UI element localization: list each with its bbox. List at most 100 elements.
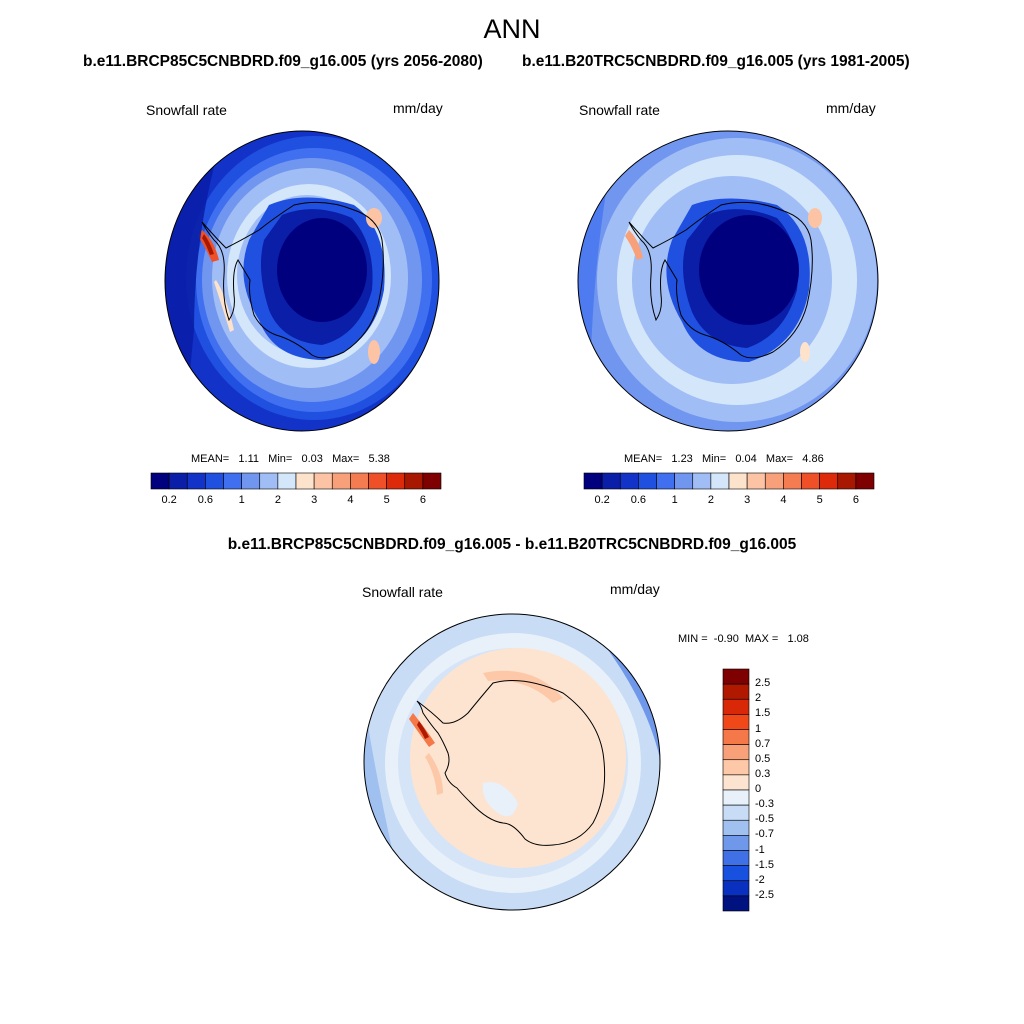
panel-2-mean-label: MEAN=	[624, 453, 663, 465]
panel-2-stats: MEAN= 1.23 Min= 0.04 Max= 4.86	[624, 453, 824, 465]
panel-1-stats: MEAN= 1.11 Min= 0.03 Max= 5.38	[191, 453, 390, 465]
panel-2-colorbar-tick-label: 5	[816, 494, 823, 506]
difference-colorbar-swatch	[722, 744, 750, 761]
panel-1-colorbar-tick-label: 3	[311, 494, 318, 506]
difference-colorbar-label: -1	[755, 843, 765, 856]
panel-2-colorbar-tick-label: 0.6	[630, 494, 647, 506]
panel-2-colorbar-tick-label: 1	[671, 494, 678, 506]
panel-1-colorbar-swatch	[350, 472, 369, 490]
panel-2-colorbar-swatch	[638, 472, 657, 490]
figure-title: ANN	[483, 14, 541, 44]
panel-1-polar-map	[164, 130, 440, 432]
panel-1-colorbar-tick-label: 4	[347, 494, 354, 506]
panel-2-variable: Snowfall rate	[579, 102, 660, 118]
panel-2-colorbar-swatch	[692, 472, 712, 490]
difference-colorbar-label: -1.5	[755, 858, 774, 871]
panel-1-min-label: Min=	[268, 453, 293, 465]
difference-colorbar-swatch	[722, 789, 750, 806]
panel-1-colorbar-swatch	[295, 472, 315, 490]
difference-colorbar-label: -2	[755, 873, 765, 886]
panel-1-colorbar-swatch	[223, 472, 242, 490]
panel-1-colorbar-swatch	[277, 472, 297, 490]
difference-title: b.e11.BRCP85C5CNBDRD.f09_g16.005 - b.e11…	[227, 536, 797, 553]
panel-1-mean-value: 1.11	[238, 453, 259, 465]
difference-colorbar-label: 2.5	[755, 677, 771, 690]
panel-2-colorbar-swatch	[601, 472, 621, 490]
difference-colorbar-swatch	[722, 880, 750, 897]
panel-2-colorbar-swatch	[746, 472, 766, 490]
difference-max-label: MAX =	[744, 633, 779, 645]
difference-colorbar-label: 0	[755, 783, 762, 795]
difference-colorbar-swatch	[722, 865, 750, 882]
panel-1-colorbar-swatch	[205, 472, 224, 490]
panel-2-colorbar-swatch	[710, 472, 730, 490]
panel-2-colorbar-tick-label: 3	[744, 494, 751, 506]
panel-1-colorbar-swatch	[422, 472, 442, 490]
panel-1-colorbar-swatch	[150, 472, 170, 490]
panel-2-units: mm/day	[826, 100, 876, 116]
difference-colorbar-swatch	[722, 850, 750, 866]
panel-1-colorbar-swatch	[259, 472, 279, 490]
panel-1-colorbar-swatch	[368, 472, 387, 490]
panel-1-max-label: Max=	[332, 453, 360, 465]
panel-2-colorbar-swatch	[801, 472, 820, 490]
panel-1-colorbar-tick-label: 0.6	[197, 494, 214, 506]
panel-1-case-title: b.e11.BRCP85C5CNBDRD.f09_g16.005 (yrs 20…	[83, 53, 483, 70]
difference-colorbar-label: 0.5	[755, 752, 771, 765]
panel-1-colorbar-tick-label: 6	[419, 494, 426, 506]
difference-colorbar-label: 1.5	[755, 707, 771, 720]
difference-colorbar-label: -0.5	[755, 813, 774, 826]
panel-1-colorbar-swatch	[313, 472, 333, 490]
panel-2-colorbar-tick-label: 6	[852, 494, 859, 506]
difference-colorbar-label: -0.3	[755, 798, 774, 811]
panel-2-colorbar	[583, 472, 875, 490]
difference-units: mm/day	[610, 581, 660, 597]
panel-2-colorbar-swatch	[819, 472, 839, 490]
panel-1-colorbar-tick-label: 5	[383, 494, 390, 506]
panel-1-colorbar-tick-label: 1	[238, 494, 245, 506]
difference-colorbar-swatch	[722, 774, 750, 791]
difference-colorbar-label: 0.3	[755, 767, 771, 780]
panel-1-colorbar-tick-label: 0.2	[161, 494, 177, 506]
difference-colorbar-swatch	[722, 698, 750, 715]
panel-2-colorbar-swatch	[674, 472, 694, 490]
difference-colorbar-labels: 2.5 2 1.5 1 0.7 0.5 0.3 0 -0.3 -0.5 -0.7 -1 -1.5 -2 -2…	[755, 669, 795, 911]
difference-colorbar-swatch	[722, 714, 750, 730]
difference-max-value: 1.08	[787, 633, 809, 645]
panel-2-min-value: 0.04	[735, 453, 757, 465]
difference-colorbar-swatch	[722, 819, 750, 836]
panel-2-min-label: Min=	[701, 453, 727, 465]
difference-min-label: MIN =	[678, 633, 708, 645]
difference-colorbar-swatch	[722, 683, 750, 700]
difference-min-value: -0.90	[713, 633, 739, 645]
difference-colorbar-label: -2.5	[755, 888, 774, 901]
difference-colorbar-label: 0.7	[755, 737, 771, 750]
difference-colorbar-label: -0.7	[755, 828, 774, 841]
panel-1-colorbar-tick-label: 2	[274, 494, 281, 506]
panel-2-colorbar-swatch	[656, 472, 675, 490]
panel-2-case-title: b.e11.B20TRC5CNBDRD.f09_g16.005 (yrs 198…	[522, 53, 910, 70]
panel-1-max-value: 5.38	[368, 453, 390, 465]
panel-1-variable: Snowfall rate	[146, 102, 227, 118]
difference-colorbar-swatch	[722, 729, 750, 745]
panel-1-colorbar-swatch	[186, 472, 206, 490]
panel-2-colorbar-swatch	[764, 472, 784, 490]
panel-1-colorbar-swatch	[241, 472, 261, 490]
difference-polar-map	[363, 613, 661, 911]
panel-2-colorbar-swatch	[619, 472, 639, 490]
difference-colorbar-swatch	[722, 835, 750, 851]
panel-1-colorbar-labels: 0.2 0.6 1 2 3 4 5 6	[151, 494, 441, 508]
panel-2-colorbar-swatch	[837, 472, 857, 490]
panel-1-units: mm/day	[393, 100, 443, 116]
panel-2-colorbar-tick-label: 4	[780, 494, 787, 506]
panel-2-colorbar-tick-label: 0.2	[594, 494, 610, 506]
panel-2-max-value: 4.86	[802, 453, 824, 465]
difference-colorbar-swatch	[722, 759, 750, 776]
difference-colorbar-label: 1	[755, 722, 762, 735]
difference-colorbar-swatch	[722, 804, 750, 821]
panel-2-colorbar-tick-label: 2	[707, 494, 714, 506]
panel-2-colorbar-swatch	[783, 472, 802, 490]
panel-1-colorbar-swatch	[168, 472, 188, 490]
difference-stats: MIN = -0.90 MAX = 1.08	[678, 633, 809, 645]
panel-1-colorbar-swatch	[404, 472, 424, 490]
